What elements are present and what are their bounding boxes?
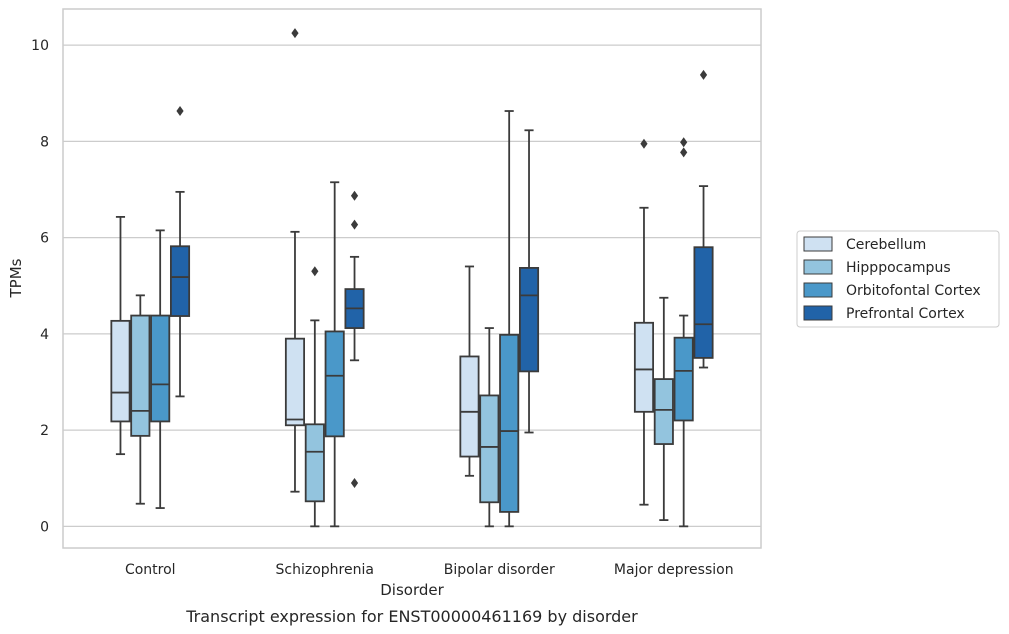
x-tick-label: Schizophrenia (276, 562, 374, 578)
outlier-point (350, 190, 359, 201)
y-tick-labels: 0 2 4 6 8 10 (31, 38, 49, 535)
box-prefrontal-cortex-3 (693, 69, 714, 369)
box-iqr (150, 314, 171, 423)
chart-caption: Transcript expression for ENST0000046116… (185, 607, 638, 626)
outlier-point (350, 219, 359, 230)
y-tick-label: 10 (31, 38, 49, 54)
box-iqr (499, 333, 520, 513)
box-iqr (304, 423, 325, 503)
box-cerebellum-1 (284, 28, 306, 493)
outlier-point (640, 138, 648, 149)
box-iqr (633, 321, 655, 413)
legend-frame (796, 230, 1000, 328)
box-iqr (324, 330, 345, 438)
legend-swatch (803, 305, 833, 321)
box-orbitofontal-cortex-0 (150, 229, 171, 509)
box-hipppocampus-3 (653, 296, 674, 521)
legend: Cerebellum Hipppocampus Orbitofontal Corte… (796, 230, 1000, 328)
box-prefrontal-cortex-1 (344, 190, 365, 489)
outlier-point (176, 106, 184, 117)
legend-label: Hipppocampus (846, 260, 951, 276)
y-tick-label: 0 (40, 519, 49, 535)
box-iqr (653, 378, 674, 445)
outlier-point (291, 28, 299, 39)
outlier-point (311, 266, 319, 277)
box-iqr (284, 337, 306, 427)
box-orbitofontal-cortex-2 (499, 110, 520, 528)
box-iqr (518, 267, 540, 373)
legend-swatch (803, 282, 833, 298)
box-cerebellum-3 (633, 138, 655, 506)
legend-label: Cerebellum (846, 237, 926, 253)
box-prefrontal-cortex-0 (169, 106, 191, 398)
outlier-point (350, 478, 359, 489)
y-tick-label: 2 (40, 423, 49, 439)
box-hipppocampus-2 (479, 327, 500, 528)
legend-label: Prefrontal Cortex (846, 306, 965, 322)
box-iqr (673, 336, 694, 422)
outlier-point (680, 147, 688, 158)
box-iqr (110, 319, 131, 423)
x-tick-labels: Control Schizophrenia Bipolar disorder Majo… (125, 562, 734, 578)
x-axis-label: Disorder (380, 581, 444, 599)
box-iqr (459, 355, 480, 458)
box-iqr (693, 246, 714, 359)
y-tick-label: 6 (40, 231, 49, 247)
y-axis-label: TPMs (7, 258, 25, 298)
legend-swatch (803, 236, 833, 252)
box-iqr (479, 394, 500, 504)
plot-area (63, 9, 761, 548)
box-orbitofontal-cortex-1 (324, 181, 345, 528)
outlier-point (680, 137, 688, 148)
box-iqr (130, 314, 151, 437)
box-iqr (169, 245, 191, 317)
box-groups (110, 28, 714, 528)
box-cerebellum-2 (459, 265, 480, 477)
legend-label: Orbitofontal Cortex (846, 283, 981, 299)
box-hipppocampus-0 (130, 294, 151, 505)
legend-swatch (803, 259, 833, 275)
x-tick-label: Bipolar disorder (444, 562, 555, 578)
box-prefrontal-cortex-2 (518, 129, 540, 434)
plot-frame (62, 8, 762, 549)
y-tick-label: 8 (40, 134, 49, 150)
x-tick-label: Major depression (614, 562, 734, 578)
x-tick-label: Control (125, 562, 176, 578)
box-orbitofontal-cortex-3 (673, 137, 694, 528)
y-tick-label: 4 (40, 327, 49, 343)
box-cerebellum-0 (110, 215, 131, 456)
box-hipppocampus-1 (304, 266, 325, 528)
outlier-point (699, 69, 708, 80)
